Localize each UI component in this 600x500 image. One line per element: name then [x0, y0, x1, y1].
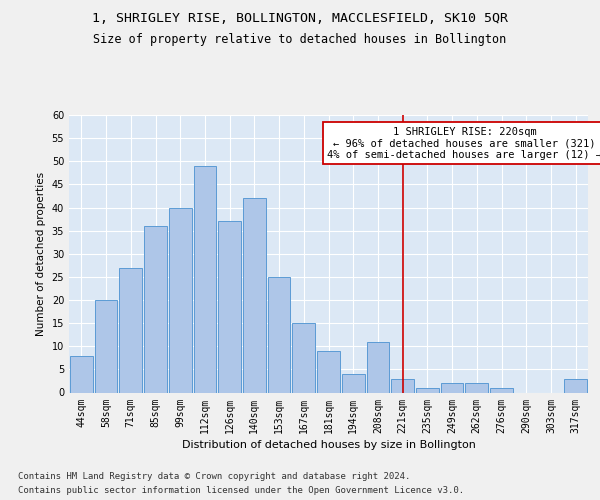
- Bar: [243, 198, 266, 392]
- Bar: [490, 388, 513, 392]
- Text: 1, SHRIGLEY RISE, BOLLINGTON, MACCLESFIELD, SK10 5QR: 1, SHRIGLEY RISE, BOLLINGTON, MACCLESFIE…: [92, 12, 508, 26]
- Bar: [218, 222, 241, 392]
- Bar: [391, 378, 414, 392]
- Bar: [194, 166, 216, 392]
- Text: Contains public sector information licensed under the Open Government Licence v3: Contains public sector information licen…: [18, 486, 464, 495]
- Bar: [70, 356, 93, 393]
- Bar: [95, 300, 118, 392]
- Bar: [367, 342, 389, 392]
- Bar: [342, 374, 365, 392]
- Bar: [466, 383, 488, 392]
- Bar: [169, 208, 191, 392]
- Bar: [268, 277, 290, 392]
- Bar: [144, 226, 167, 392]
- X-axis label: Distribution of detached houses by size in Bollington: Distribution of detached houses by size …: [182, 440, 475, 450]
- Bar: [564, 378, 587, 392]
- Text: Contains HM Land Registry data © Crown copyright and database right 2024.: Contains HM Land Registry data © Crown c…: [18, 472, 410, 481]
- Text: Size of property relative to detached houses in Bollington: Size of property relative to detached ho…: [94, 32, 506, 46]
- Y-axis label: Number of detached properties: Number of detached properties: [36, 172, 46, 336]
- Text: 1 SHRIGLEY RISE: 220sqm
← 96% of detached houses are smaller (321)
4% of semi-de: 1 SHRIGLEY RISE: 220sqm ← 96% of detache…: [327, 126, 600, 160]
- Bar: [292, 323, 315, 392]
- Bar: [317, 351, 340, 393]
- Bar: [119, 268, 142, 392]
- Bar: [441, 383, 463, 392]
- Bar: [416, 388, 439, 392]
